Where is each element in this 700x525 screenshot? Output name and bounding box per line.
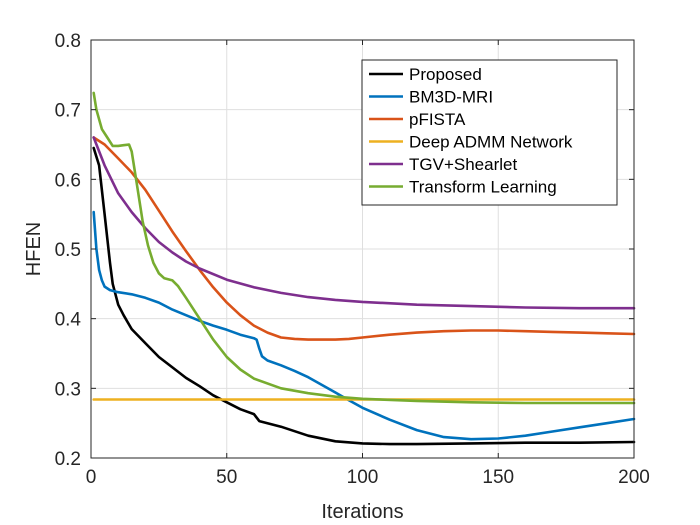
y-tick-label: 0.8 xyxy=(55,31,81,52)
y-tick-label: 0.6 xyxy=(55,170,81,191)
y-tick-label: 0.5 xyxy=(55,240,81,261)
x-tick-label: 0 xyxy=(86,467,97,488)
legend-label-deep-admm-network: Deep ADMM Network xyxy=(409,133,573,152)
legend-label-proposed: Proposed xyxy=(409,65,482,84)
y-tick-label: 0.3 xyxy=(55,379,81,400)
x-tick-label: 200 xyxy=(618,467,650,488)
legend-label-tgv-shearlet: TGV+Shearlet xyxy=(409,155,517,174)
legend-label-pfista: pFISTA xyxy=(409,110,466,129)
legend-label-bm3d-mri: BM3D-MRI xyxy=(409,88,493,107)
series-line-transform-learning xyxy=(92,91,636,405)
x-tick-label: 50 xyxy=(216,467,237,488)
x-tick-label: 100 xyxy=(347,467,379,488)
legend-box xyxy=(361,59,618,206)
y-tick-label: 0.4 xyxy=(55,310,82,331)
y-tick-label: 0.2 xyxy=(55,449,81,470)
axis-ticks xyxy=(90,39,635,459)
legend: Proposed BM3D-MRI pFISTA Deep ADMM Network T… xyxy=(361,59,618,206)
series-line-tgv-shearlet xyxy=(92,136,636,310)
series-line-bm3d-mri xyxy=(92,210,636,441)
x-axis-label: Iterations xyxy=(321,501,403,523)
y-tick-label: 0.7 xyxy=(55,101,81,122)
x-tick-label: 150 xyxy=(482,467,514,488)
series-group xyxy=(92,91,636,446)
series-line-pfista xyxy=(92,136,636,341)
legend-label-transform-learning: Transform Learning xyxy=(409,178,557,197)
y-axis-label: HFEN xyxy=(23,222,45,276)
tick-labels: 0 50 100 150 200 0.2 0.3 0.4 0.5 0.6 0.7 0.8 xyxy=(55,31,650,488)
